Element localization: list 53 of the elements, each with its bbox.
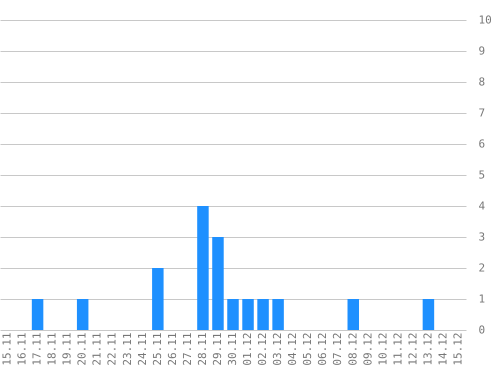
x-tick-label: 13.12 <box>421 332 434 366</box>
bar <box>422 299 434 330</box>
bar <box>272 299 284 330</box>
x-tick-label: 03.12 <box>271 332 284 366</box>
x-tick-label: 24.11 <box>136 332 149 366</box>
y-tick-label: 10 <box>478 14 492 26</box>
x-tick-label: 14.12 <box>436 332 450 366</box>
y-tick-label: 4 <box>478 200 486 212</box>
bar <box>197 206 209 330</box>
x-tick-label: 23.11 <box>120 332 134 366</box>
x-tick-label: 18.11 <box>46 332 59 366</box>
x-tick-label: 05.12 <box>301 332 314 366</box>
x-tick-label: 27.11 <box>180 332 194 366</box>
bar <box>257 299 269 330</box>
x-tick-label: 15.11 <box>0 332 14 366</box>
y-tick-label: 3 <box>478 230 486 244</box>
bar <box>348 299 360 330</box>
y-tick-label: 5 <box>478 168 486 182</box>
x-tick-label: 10.12 <box>376 332 390 366</box>
x-tick-label: 25.11 <box>150 332 164 366</box>
x-tick-label: 30.11 <box>226 332 239 366</box>
x-tick-label: 08.12 <box>346 332 360 366</box>
x-tick-label: 17.11 <box>30 332 44 366</box>
x-tick-label: 07.12 <box>331 332 344 366</box>
x-tick-label: 22.11 <box>106 332 119 366</box>
x-tick-label: 01.12 <box>241 332 254 366</box>
y-tick-label: 9 <box>478 44 486 58</box>
bar <box>32 299 44 330</box>
y-tick-label: 0 <box>478 324 486 336</box>
bar <box>227 299 239 330</box>
x-tick-label: 04.12 <box>286 332 300 366</box>
x-tick-label: 20.11 <box>76 332 89 366</box>
y-tick-label: 1 <box>478 292 486 306</box>
x-tick-label: 11.12 <box>391 332 404 366</box>
x-tick-label: 09.12 <box>361 332 374 366</box>
x-tick-label: 19.11 <box>60 332 74 366</box>
bar <box>76 299 88 330</box>
x-tick-label: 16.11 <box>16 332 29 366</box>
y-tick-label: 6 <box>478 138 486 150</box>
bar <box>242 299 254 330</box>
x-tick-label: 12.12 <box>406 332 420 366</box>
y-tick-label: 2 <box>478 262 486 274</box>
y-tick-label: 8 <box>478 76 486 88</box>
bar <box>212 237 224 330</box>
x-tick-label: 02.12 <box>256 332 270 366</box>
x-tick-label: 15.12 <box>451 332 464 366</box>
x-tick-label: 29.11 <box>210 332 224 366</box>
bar <box>152 268 164 330</box>
y-tick-label: 7 <box>478 106 486 120</box>
x-tick-label: 21.11 <box>90 332 104 366</box>
x-tick-label: 28.11 <box>196 332 209 366</box>
x-tick-label: 26.11 <box>166 332 179 366</box>
x-tick-label: 06.12 <box>316 332 330 366</box>
